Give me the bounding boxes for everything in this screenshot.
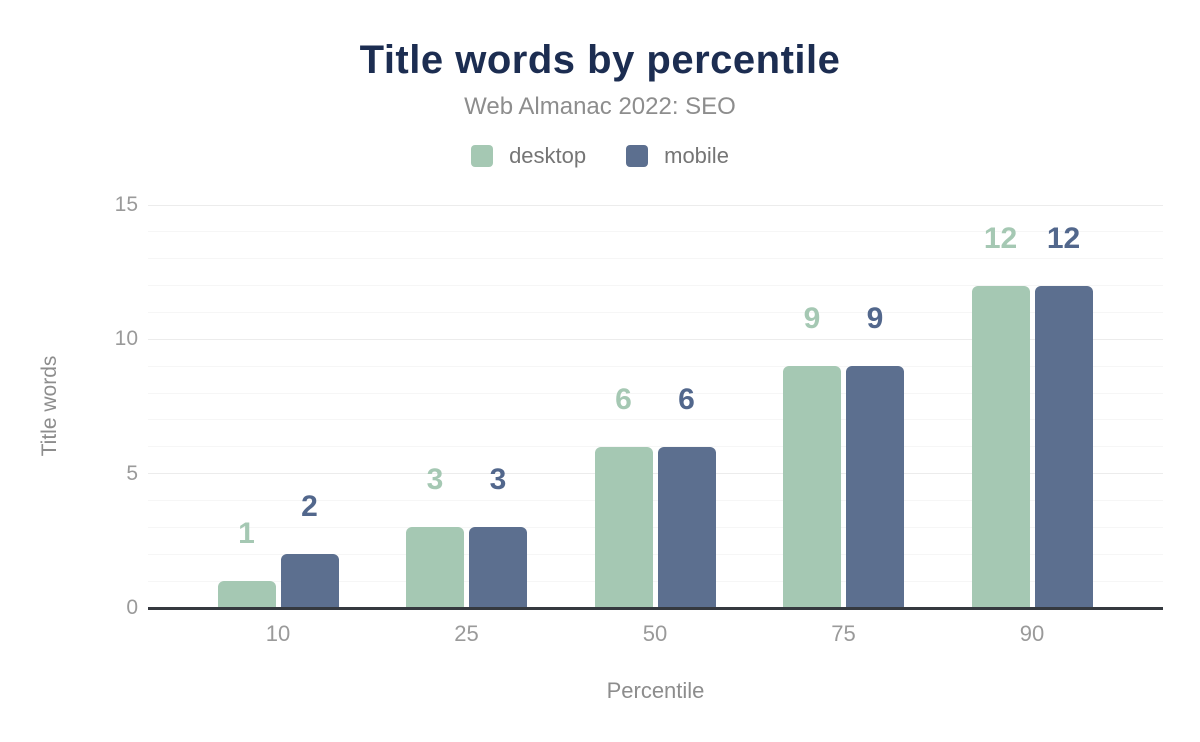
minor-gridline-4: [148, 500, 1163, 502]
y-axis-title: Title words: [38, 355, 61, 457]
bar-desktop-p50[interactable]: [594, 446, 653, 608]
minor-gridline-12: [148, 285, 1163, 287]
value-label-mobile-p25: 3: [489, 463, 507, 497]
legend-item-mobile[interactable]: mobile: [626, 143, 729, 169]
minor-gridline-2: [148, 553, 1163, 555]
value-label-mobile-p90: 12: [1046, 221, 1081, 255]
chart-subtitle: Web Almanac 2022: SEO: [464, 93, 736, 120]
value-label-mobile-p10: 2: [301, 490, 318, 524]
minor-gridline-8: [148, 392, 1163, 394]
x-tick-label-75: 75: [831, 621, 856, 646]
bar-desktop-p10[interactable]: [217, 581, 276, 608]
legend-label-desktop: desktop: [509, 143, 587, 168]
minor-gridline-7: [148, 419, 1163, 421]
bar-mobile-p10[interactable]: [280, 554, 339, 608]
y-tick-label-15: 15: [114, 193, 138, 216]
x-axis-title: Percentile: [606, 678, 705, 703]
legend-swatch-desktop: [471, 145, 494, 167]
major-gridline-5: [148, 473, 1163, 475]
minor-gridline-1: [148, 580, 1163, 582]
chart-title: Title words by percentile: [359, 38, 841, 82]
value-label-desktop-p90: 12: [983, 221, 1018, 255]
x-axis-line: [148, 607, 1163, 610]
value-label-mobile-p50: 6: [678, 382, 695, 416]
major-gridline-15: [148, 204, 1163, 206]
minor-gridline-6: [148, 446, 1163, 448]
x-tick-label-25: 25: [454, 621, 479, 646]
bar-mobile-p50[interactable]: [657, 446, 716, 608]
minor-gridline-13: [148, 258, 1163, 260]
x-tick-label-50: 50: [642, 621, 668, 646]
x-tick-label-90: 90: [1019, 621, 1045, 646]
minor-gridline-3: [148, 526, 1163, 528]
y-tick-label-5: 5: [126, 461, 138, 485]
bar-mobile-p90[interactable]: [1034, 285, 1093, 608]
minor-gridline-9: [148, 365, 1163, 367]
bar-desktop-p90[interactable]: [971, 285, 1030, 608]
minor-gridline-14: [148, 231, 1163, 233]
value-label-desktop-p25: 3: [426, 463, 444, 497]
legend-swatch-mobile: [626, 145, 649, 167]
legend: desktop mobile: [0, 143, 1200, 169]
legend-label-mobile: mobile: [664, 143, 729, 168]
y-tick-label-0: 0: [126, 596, 138, 619]
bar-desktop-p25[interactable]: [406, 527, 464, 608]
value-label-desktop-p10: 1: [238, 517, 255, 551]
legend-item-desktop[interactable]: desktop: [471, 143, 586, 169]
major-gridline-10: [148, 338, 1163, 340]
bar-desktop-p75[interactable]: [783, 366, 841, 608]
minor-gridline-11: [148, 311, 1163, 313]
bar-mobile-p75[interactable]: [846, 366, 904, 608]
value-label-desktop-p50: 6: [615, 382, 632, 416]
x-tick-label-10: 10: [265, 621, 291, 646]
value-label-desktop-p75: 9: [803, 302, 821, 336]
bar-mobile-p25[interactable]: [469, 527, 527, 608]
value-label-mobile-p75: 9: [866, 302, 884, 336]
y-tick-label-10: 10: [114, 327, 138, 351]
